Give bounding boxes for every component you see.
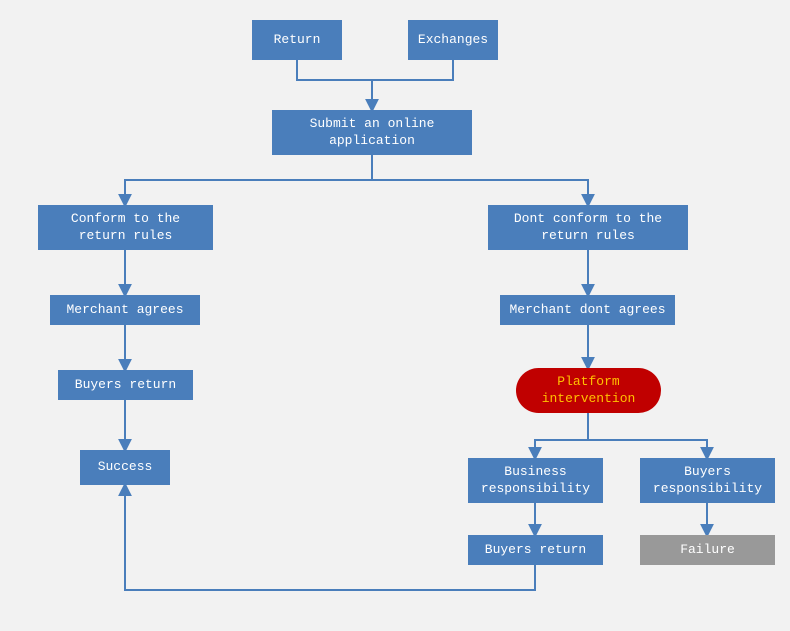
node-failure: Failure bbox=[640, 535, 775, 565]
node-merchant_agrees: Merchant agrees bbox=[50, 295, 200, 325]
node-platform: Platform intervention bbox=[516, 368, 661, 413]
node-exchanges: Exchanges bbox=[408, 20, 498, 60]
edge-0 bbox=[297, 60, 372, 80]
edge-1 bbox=[372, 60, 453, 80]
node-buyers_resp: Buyers responsibility bbox=[640, 458, 775, 503]
node-buyers_return1: Buyers return bbox=[58, 370, 193, 400]
node-return: Return bbox=[252, 20, 342, 60]
edge-11 bbox=[588, 413, 707, 458]
node-success: Success bbox=[80, 450, 170, 485]
node-submit: Submit an online application bbox=[272, 110, 472, 155]
node-merchant_dont: Merchant dont agrees bbox=[500, 295, 675, 325]
edge-3 bbox=[125, 155, 372, 205]
node-biz_resp: Business responsibility bbox=[468, 458, 603, 503]
edge-10 bbox=[535, 413, 588, 458]
node-conform: Conform to the return rules bbox=[38, 205, 213, 250]
node-buyers_return2: Buyers return bbox=[468, 535, 603, 565]
node-dont_conform: Dont conform to the return rules bbox=[488, 205, 688, 250]
edge-4 bbox=[372, 155, 588, 205]
